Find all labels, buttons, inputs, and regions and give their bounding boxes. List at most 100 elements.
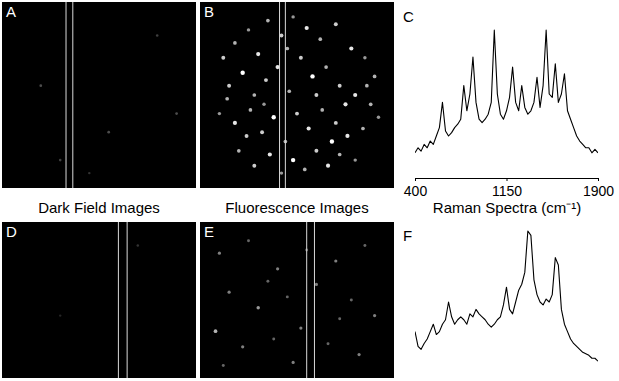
channel-line xyxy=(306,222,307,378)
spot xyxy=(286,295,289,298)
spot xyxy=(338,84,342,88)
spot xyxy=(285,47,289,51)
spot xyxy=(222,364,225,367)
spot xyxy=(280,171,283,174)
spot xyxy=(221,56,225,60)
spot xyxy=(264,78,268,82)
plot-marks xyxy=(415,30,598,153)
spot xyxy=(245,134,249,138)
spot xyxy=(338,153,342,157)
caption: Dark Field Images xyxy=(38,199,160,216)
spot xyxy=(272,338,275,341)
spot xyxy=(233,41,237,45)
spot xyxy=(350,299,353,302)
image-panel: A xyxy=(2,2,196,188)
spectrum-line xyxy=(415,30,598,153)
spot xyxy=(299,56,303,60)
spot xyxy=(272,115,276,119)
spot xyxy=(266,19,270,23)
x-tick: 1900 xyxy=(583,178,614,199)
panel-letter: D xyxy=(6,223,17,240)
spot xyxy=(373,314,376,317)
x-axis-line xyxy=(416,179,599,182)
spot xyxy=(343,102,347,106)
spot xyxy=(373,75,377,79)
spot xyxy=(214,329,218,333)
spot xyxy=(156,34,159,37)
image-panel: E xyxy=(200,222,394,378)
spot xyxy=(59,159,62,162)
spot xyxy=(334,121,338,125)
spot xyxy=(287,89,291,93)
spot xyxy=(227,84,231,88)
plot-marks xyxy=(415,231,598,361)
x-tick-label: 1900 xyxy=(583,183,614,199)
spectrum-panel: F xyxy=(403,227,598,361)
spot xyxy=(291,158,295,162)
spot xyxy=(240,70,244,74)
spot xyxy=(369,102,373,106)
spot xyxy=(247,28,250,31)
spot xyxy=(137,244,139,246)
spot xyxy=(363,244,366,247)
spot xyxy=(175,112,178,115)
panel-letter: B xyxy=(204,3,214,20)
channel-line xyxy=(314,222,315,378)
spot xyxy=(262,103,265,106)
spot xyxy=(349,46,353,50)
channel-line xyxy=(279,2,280,188)
image-background xyxy=(200,222,394,378)
spot xyxy=(305,26,309,30)
spot xyxy=(357,353,360,356)
spot xyxy=(363,56,366,59)
spot xyxy=(88,172,90,174)
spot xyxy=(310,74,314,78)
spot xyxy=(320,108,324,112)
spot xyxy=(225,97,229,101)
x-tick-label: 400 xyxy=(404,183,428,199)
image-background xyxy=(200,2,394,188)
spot xyxy=(292,361,295,364)
channel-line xyxy=(118,222,119,378)
panel-letter: F xyxy=(403,227,412,244)
channel-line xyxy=(66,2,67,188)
spot xyxy=(260,130,264,134)
spot xyxy=(256,52,260,56)
image-background xyxy=(2,2,196,188)
spot xyxy=(233,121,237,125)
spot xyxy=(307,126,311,130)
x-tick: 1150 xyxy=(492,178,522,199)
x-tick-mark xyxy=(415,178,416,181)
image-background xyxy=(2,222,196,378)
spot xyxy=(266,280,269,283)
spot xyxy=(247,239,250,242)
channel-line xyxy=(72,2,73,188)
spot xyxy=(256,306,259,309)
spot xyxy=(299,326,302,329)
channel-line xyxy=(127,222,128,378)
spot xyxy=(241,345,244,348)
spot xyxy=(218,112,221,115)
spot xyxy=(361,127,365,131)
spot xyxy=(338,317,341,320)
caption: Fluorescence Images xyxy=(225,199,368,216)
image-panel: B xyxy=(200,2,394,188)
spots xyxy=(39,34,178,174)
image-panel: D xyxy=(2,222,196,378)
spot xyxy=(315,283,318,286)
x-tick-label: 1150 xyxy=(492,183,522,199)
spot xyxy=(295,112,299,116)
spots xyxy=(218,15,381,175)
spot xyxy=(237,149,241,153)
spot xyxy=(365,84,369,88)
spot xyxy=(252,164,256,168)
panel-letter: A xyxy=(6,3,16,20)
spot xyxy=(353,93,357,97)
spot xyxy=(252,93,256,97)
spot xyxy=(291,15,294,18)
spot xyxy=(327,342,330,345)
spot xyxy=(276,267,279,270)
spot xyxy=(377,116,380,119)
spot xyxy=(228,291,231,294)
spot xyxy=(314,93,318,97)
